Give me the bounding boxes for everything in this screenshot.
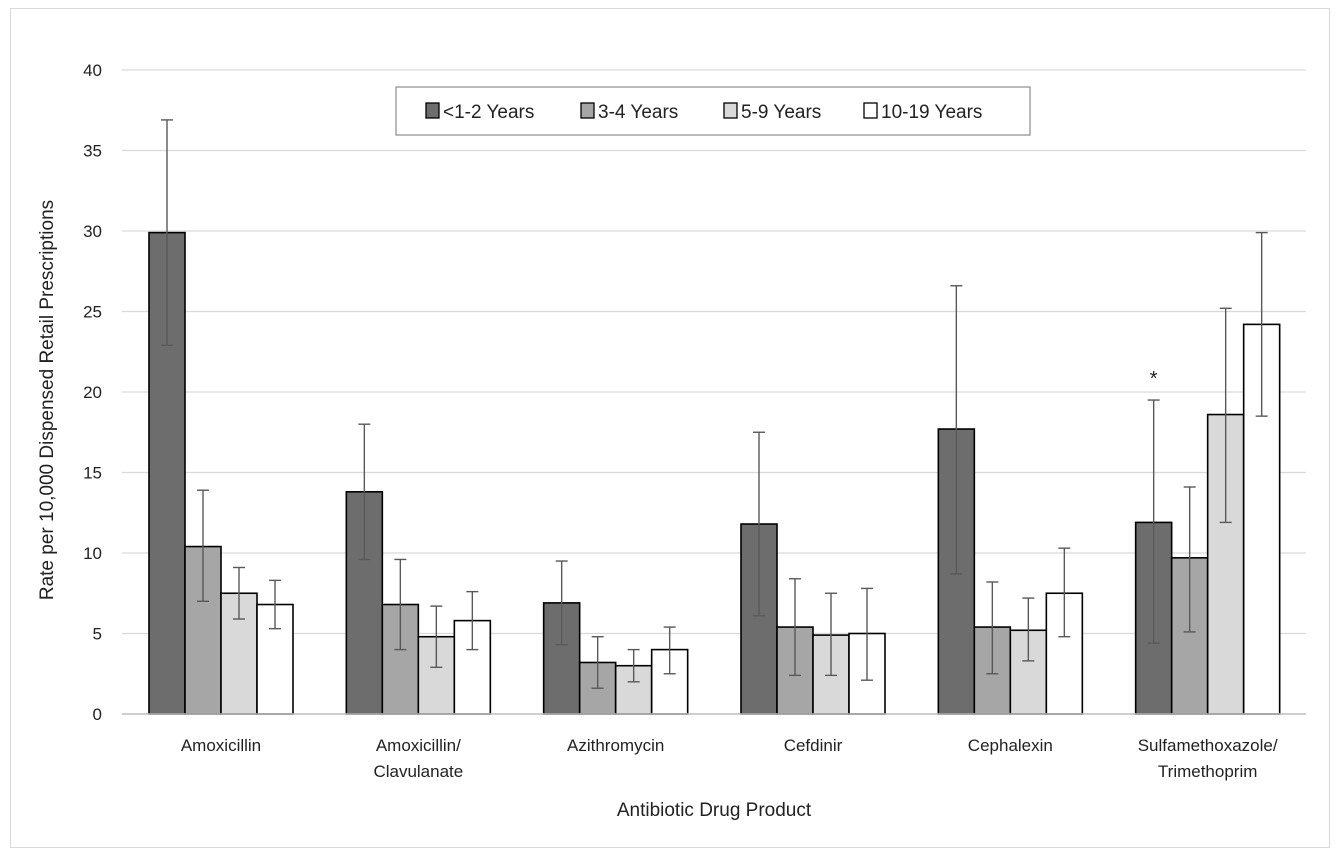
significance-marker: * xyxy=(1150,368,1158,390)
x-tick-label: Sulfamethoxazole/ xyxy=(1138,736,1278,755)
x-axis-title: Antibiotic Drug Product xyxy=(617,800,812,821)
legend-label: <1-2 Years xyxy=(443,102,534,123)
x-tick-label: Cefdinir xyxy=(784,736,843,755)
y-axis-ticks: 0 5 10 15 20 25 30 35 40 xyxy=(83,61,102,724)
legend-box xyxy=(395,86,1031,136)
x-tick-label: Amoxicillin/ xyxy=(376,736,461,755)
bars xyxy=(148,231,1281,715)
x-tick-label: Clavulanate xyxy=(373,762,463,781)
legend-swatch xyxy=(425,102,440,119)
y-tick-label: 35 xyxy=(83,142,102,161)
legend-label: 10-19 Years xyxy=(881,102,982,123)
x-tick-label: Amoxicillin xyxy=(181,736,261,755)
x-axis-ticks: Amoxicillin Amoxicillin/Clavulanate Azithr… xyxy=(181,736,1278,781)
y-tick-label: 40 xyxy=(83,61,102,80)
legend-swatch xyxy=(863,102,878,119)
y-tick-label: 25 xyxy=(83,303,102,322)
y-tick-label: 0 xyxy=(93,705,102,724)
annotations: * xyxy=(1150,368,1158,390)
legend-swatch xyxy=(580,102,595,119)
x-tick-label: Azithromycin xyxy=(567,736,664,755)
gridlines xyxy=(122,69,1306,635)
y-axis-title: Rate per 10,000 Dispensed Retail Prescri… xyxy=(37,200,58,600)
legend-label: 3-4 Years xyxy=(598,102,678,123)
y-tick-label: 20 xyxy=(83,383,102,402)
y-tick-label: 10 xyxy=(83,544,102,563)
x-tick-label: Cephalexin xyxy=(968,736,1053,755)
legend-items: <1-2 Years 3-4 Years 5-9 Years 10-19 Years xyxy=(425,102,982,123)
legend-swatch xyxy=(723,102,738,119)
y-tick-label: 30 xyxy=(83,222,102,241)
error-bars xyxy=(161,119,1268,689)
x-tick-label: Trimethoprim xyxy=(1158,762,1258,781)
y-tick-label: 5 xyxy=(93,625,102,644)
legend: <1-2 Years 3-4 Years 5-9 Years 10-19 Years xyxy=(395,86,1031,136)
y-tick-label: 15 xyxy=(83,464,102,483)
legend-label: 5-9 Years xyxy=(741,102,821,123)
